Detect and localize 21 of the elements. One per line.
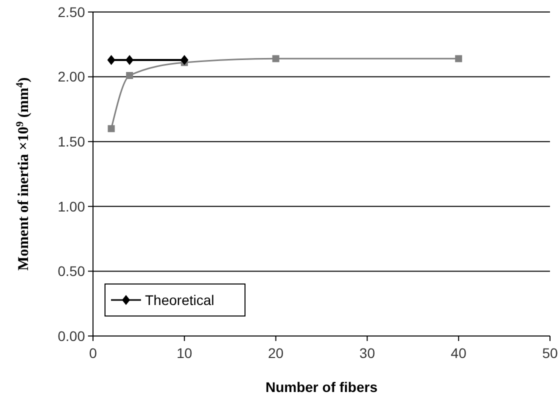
y-tick-label: 2.50 [58,4,86,20]
point [180,54,188,65]
x-tick-label: 0 [89,345,98,361]
point [455,55,462,62]
point [126,54,134,65]
y-tick-label: 0.00 [58,328,86,344]
y-tick-label: 0.50 [58,263,86,280]
point [108,125,115,132]
x-tick-label: 40 [450,345,467,361]
y-tick-label: 1.50 [58,134,86,150]
x-tick-label: 30 [359,345,376,361]
point [107,54,116,65]
x-tick-label: 20 [268,345,284,361]
x-tick-label: 10 [176,345,192,361]
legend-label: Theoretical [145,292,214,308]
point [272,55,280,62]
x-axis-title: Number of fibers [265,379,378,395]
y-tick-label: 2.00 [58,68,86,85]
y-tick-label: 1.00 [58,198,86,214]
x-tick-label: 50 [542,345,558,361]
point [126,72,134,80]
